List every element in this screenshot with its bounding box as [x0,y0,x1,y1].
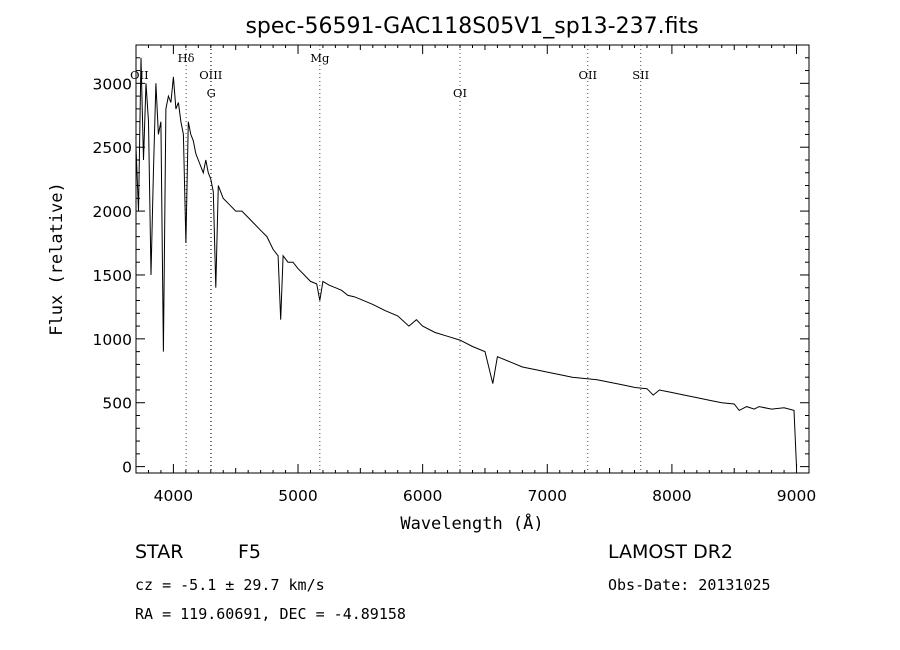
spectrum-line-0 [135,57,797,467]
x-tick-label-2: 6000 [403,487,442,505]
x-tick-label-4: 8000 [652,487,691,505]
spectral-line-label-3: G [207,86,216,100]
y-tick-label-4: 2000 [93,203,132,221]
spectral-line-label-0: OII [130,68,149,82]
y-tick-label-0: 0 [122,459,132,477]
y-tick-label-5: 2500 [93,139,132,157]
x-tick-label-3: 7000 [528,487,567,505]
y-axis-ticks: 0 500 1000 1500 2000 2500 3000 [93,57,809,477]
spectral-line-label-6: OII [579,68,598,82]
y-tick-label-6: 3000 [93,75,132,93]
plot-frame [135,44,810,474]
x-axis-ticks: 4000 5000 6000 7000 8000 9000 [135,45,816,505]
spectral-line-label-1: Hδ [178,51,195,65]
redshift-info: cz = -5.1 ± 29.7 km/s [135,576,325,594]
spectral-line-markers: OII Hδ OIII G Mg OI OII SII [130,45,649,473]
y-tick-label-2: 1000 [93,331,132,349]
x-tick-label-1: 5000 [278,487,317,505]
observation-date: Obs-Date: 20131025 [608,576,771,594]
spectral-line-label-2: OIII [199,68,222,82]
spectral-line-label-4: Mg [310,51,330,65]
y-axis-label: Flux (relative) [47,182,67,336]
y-tick-label-3: 1500 [93,267,132,285]
object-class: STAR [135,541,184,563]
survey-name: LAMOST DR2 [608,541,733,563]
spectral-line-label-7: SII [632,68,649,82]
coordinates: RA = 119.60691, DEC = -4.89158 [135,605,406,623]
spectral-line-label-5: OI [453,86,467,100]
y-tick-label-1: 500 [102,395,132,413]
chart-title: spec-56591-GAC118S05V1_sp13-237.fits [245,14,698,39]
object-subclass: F5 [238,541,262,563]
x-tick-label-5: 9000 [777,487,816,505]
spectrum-series [135,57,797,467]
x-axis-label: Wavelength (Å) [400,512,543,534]
x-tick-label-0: 4000 [154,487,193,505]
